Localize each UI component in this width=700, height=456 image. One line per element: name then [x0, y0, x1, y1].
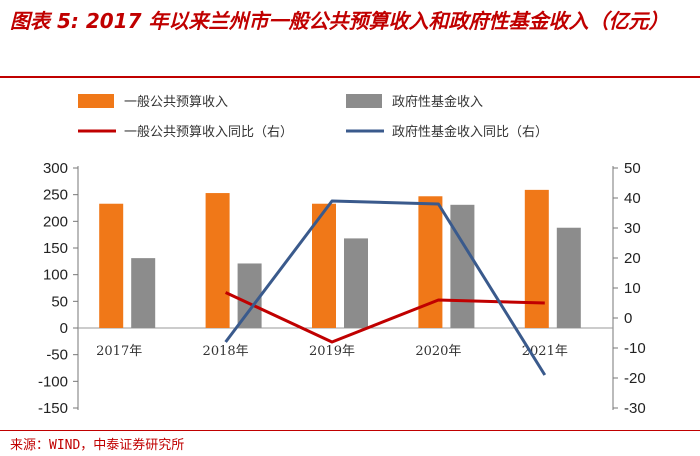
bar-budget-revenue-2021年	[524, 189, 549, 328]
legend-label-3: 一般公共预算收入同比（右）	[124, 124, 293, 140]
line-fund-yoy	[224, 199, 547, 376]
y-left-tick-label: -50	[46, 347, 68, 364]
legend-label-4: 政府性基金收入同比（右）	[392, 124, 548, 140]
y-right-tick-label: -20	[624, 370, 646, 387]
title-divider	[0, 76, 700, 78]
bar-fund-revenue-2017年	[131, 258, 156, 328]
y-left-tick-label: 150	[43, 240, 68, 257]
x-category-label: 2017年	[96, 344, 142, 359]
y-left-tick-label: 50	[51, 293, 68, 310]
y-right-tick-label: 40	[624, 190, 641, 207]
y-right-tick-label: 50	[624, 160, 641, 177]
y-left-tick-label: -150	[38, 400, 68, 417]
y-right-tick-label: 10	[624, 280, 641, 297]
y-left-tick-label: 300	[43, 160, 68, 177]
legend-swatch-1	[78, 94, 114, 108]
y-right-tick-label: 20	[624, 250, 641, 267]
legend-label-2: 政府性基金收入	[392, 94, 483, 110]
bar-fund-revenue-2019年	[344, 238, 368, 328]
y-left-tick-label: 100	[43, 267, 68, 284]
y-left-tick-label: 0	[60, 320, 68, 337]
legend-label-1: 一般公共预算收入	[124, 94, 228, 110]
bar-budget-revenue-2017年	[99, 203, 124, 328]
y-right-tick-label: 0	[624, 310, 632, 327]
bar-fund-revenue-2018年	[237, 263, 262, 328]
bar-budget-revenue-2020年	[418, 196, 443, 328]
chart-title: 图表 5: 2017 年以来兰州市一般公共预算收入和政府性基金收入（亿元）	[10, 9, 669, 33]
y-left-tick-label: 250	[43, 187, 68, 204]
footer-divider	[0, 430, 700, 431]
source-note: 来源：WIND，中泰证券研究所	[10, 438, 185, 453]
y-left-tick-label: -100	[38, 373, 68, 390]
x-category-label: 2019年	[309, 344, 355, 359]
legend-swatch-2	[346, 94, 382, 108]
y-right-tick-label: -30	[624, 400, 646, 417]
bar-fund-revenue-2020年	[450, 204, 475, 328]
line-budget-yoy	[224, 291, 545, 344]
x-category-label: 2020年	[415, 344, 461, 359]
bar-budget-revenue-2018年	[205, 193, 230, 328]
y-right-tick-label: 30	[624, 220, 641, 237]
bar-fund-revenue-2021年	[556, 227, 581, 328]
y-left-tick-label: 200	[43, 213, 68, 230]
y-right-tick-label: -10	[624, 340, 646, 357]
x-category-label: 2018年	[203, 344, 249, 359]
